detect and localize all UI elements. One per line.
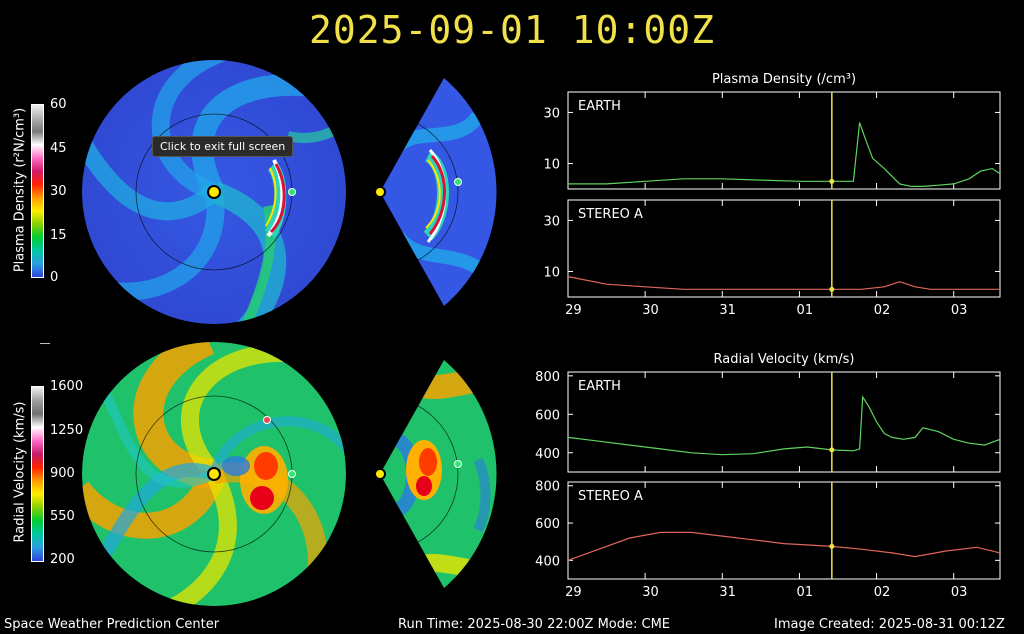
timestamp-title: 2025-09-01 10:00Z [309, 8, 715, 52]
y-tick-label: 30 [543, 106, 560, 121]
plot-frame [567, 371, 1001, 473]
y-tick-label: 800 [535, 480, 560, 495]
panel-label: EARTH [578, 99, 621, 114]
plot-frame [567, 481, 1001, 580]
stereo-a-marker [263, 416, 271, 424]
velocity-tick: 1600 [50, 379, 84, 394]
earth-marker [454, 178, 462, 186]
y-tick-label: 600 [535, 408, 560, 423]
x-tick-label: 02 [874, 303, 891, 318]
y-tick-label: 30 [543, 214, 560, 229]
x-tick-label: 31 [719, 585, 736, 600]
sun-marker [374, 468, 386, 480]
density-maps [82, 60, 497, 324]
footer-created: Image Created: 2025-08-31 00:12Z [774, 617, 1005, 632]
x-tick-label: 29 [565, 585, 582, 600]
y-tick-label: 10 [543, 157, 560, 172]
velocity-tick: 200 [50, 552, 75, 567]
density-tick: 15 [50, 228, 67, 243]
y-tick-label: 10 [543, 265, 560, 280]
density-colorbar [31, 104, 44, 278]
x-tick-label: 03 [951, 303, 968, 318]
series-line [567, 276, 1000, 290]
footer-run-time: Run Time: 2025-08-30 22:00Z Mode: CME [398, 617, 671, 632]
sun-marker [374, 186, 386, 198]
divider-dash [40, 343, 50, 344]
y-tick-label: 400 [535, 447, 560, 462]
current-value-dot [829, 178, 835, 184]
x-tick-label: 29 [565, 303, 582, 318]
x-tick-label: 30 [642, 585, 659, 600]
density-tick: 0 [50, 270, 59, 285]
velocity-tick: 550 [50, 509, 75, 524]
x-tick-label: 01 [797, 585, 814, 600]
velocity-tick: 1250 [50, 423, 84, 438]
earth-marker [454, 460, 462, 468]
earth-marker [288, 470, 296, 478]
fullscreen-tooltip[interactable]: Click to exit full screen [152, 136, 294, 157]
current-value-dot [829, 447, 835, 453]
x-tick-label: 30 [642, 303, 659, 318]
series-line [567, 531, 1001, 561]
sun-marker [207, 185, 221, 199]
sun-marker [207, 467, 221, 481]
velocity-plot-title: Radial Velocity (km/s) [713, 352, 855, 367]
velocity-colorbar [31, 386, 44, 562]
density-tick: 60 [50, 97, 67, 112]
velocity-maps [82, 342, 497, 606]
plot-frame [567, 91, 1001, 190]
plot-frame [567, 199, 1001, 298]
footer-center: Space Weather Prediction Center [4, 617, 220, 632]
y-tick-label: 600 [535, 517, 560, 532]
density-plot-title: Plasma Density (/cm³) [711, 72, 857, 87]
panel-label: EARTH [578, 379, 621, 394]
x-tick-label: 02 [874, 585, 891, 600]
panel-label: STEREO A [578, 489, 643, 504]
series-line [568, 122, 1001, 187]
velocity-tick: 900 [50, 466, 75, 481]
x-tick-label: 31 [719, 303, 736, 318]
density-tick: 45 [50, 141, 67, 156]
y-tick-label: 400 [535, 554, 560, 569]
x-tick-label: 01 [797, 303, 814, 318]
current-value-dot [829, 543, 835, 549]
panel-label: STEREO A [578, 207, 643, 222]
x-tick-label: 03 [951, 585, 968, 600]
series-line [567, 395, 1001, 456]
density-tick: 30 [50, 184, 67, 199]
y-tick-label: 800 [535, 370, 560, 385]
current-value-dot [829, 286, 835, 292]
earth-marker [288, 188, 296, 196]
